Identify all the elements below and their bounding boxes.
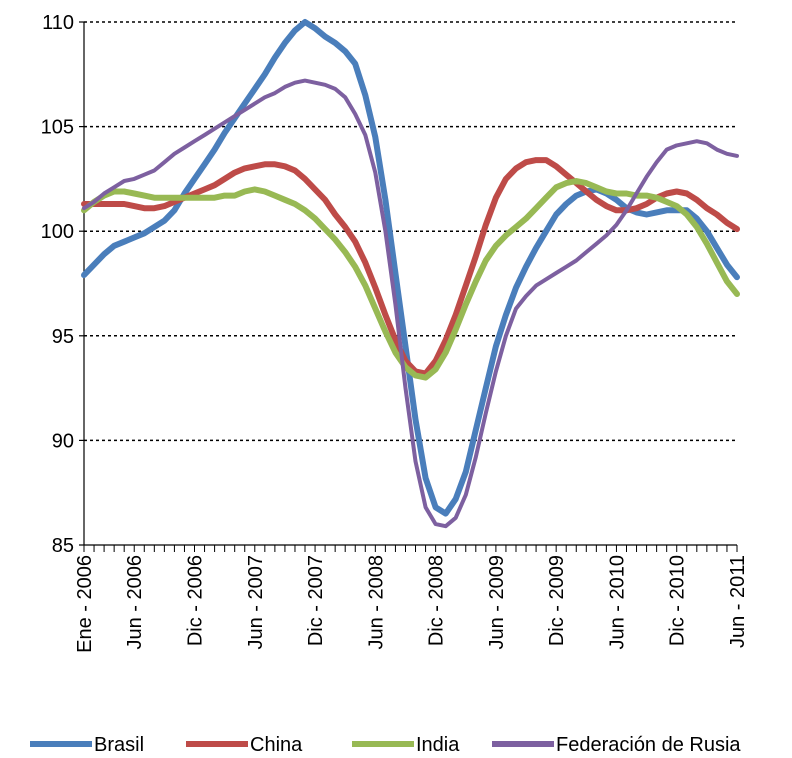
y-tick-label: 100: [41, 221, 74, 243]
legend-label: Brasil: [94, 734, 144, 756]
x-tick-label: Jun - 2007: [245, 555, 267, 650]
legend-item: India: [352, 734, 460, 756]
legend-label: India: [416, 734, 460, 756]
x-tick-label: Jun - 2011: [727, 555, 749, 648]
series-line: [81, 178, 740, 381]
x-tick-label: Dic - 2008: [426, 555, 448, 646]
legend-item: Brasil: [30, 734, 144, 756]
legend-label: Federación de Rusia: [556, 734, 741, 756]
x-tick-label: Jun - 2006: [124, 555, 146, 650]
x-tick-label: Dic - 2009: [546, 555, 568, 646]
x-tick-label: Ene - 2006: [74, 555, 96, 653]
x-tick-label: Dic - 2006: [185, 555, 207, 646]
x-tick-label: Dic - 2007: [305, 555, 327, 646]
x-tick-label: Jun - 2010: [606, 555, 628, 650]
x-tick-label: Dic - 2010: [667, 555, 689, 646]
legend-item: China: [186, 734, 303, 756]
x-tick-label: Jun - 2009: [486, 555, 508, 650]
y-tick-label: 90: [52, 430, 74, 452]
y-tick-label: 85: [52, 535, 74, 557]
x-tick-label: Jun - 2008: [365, 555, 387, 650]
y-tick-label: 110: [42, 12, 74, 34]
y-tick-label: 105: [41, 117, 74, 139]
series-line: [82, 78, 739, 529]
legend-label: China: [250, 734, 303, 756]
y-tick-label: 95: [52, 326, 74, 348]
legend-item: Federación de Rusia: [492, 734, 741, 756]
